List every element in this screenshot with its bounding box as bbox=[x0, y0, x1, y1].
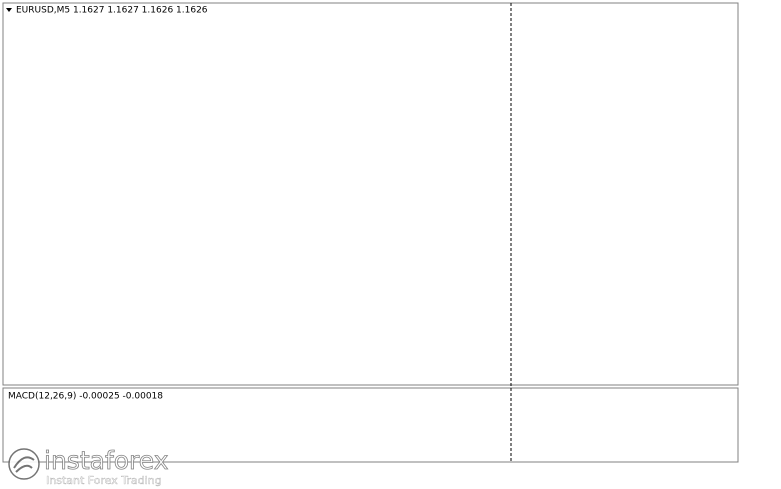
watermark-tagline: Instant Forex Trading bbox=[46, 474, 162, 487]
macd-panel-frame bbox=[2, 387, 739, 463]
chart-title: EURUSD,M5 1.1627 1.1627 1.1626 1.1626 bbox=[16, 6, 208, 16]
watermark-brand: instaforex bbox=[44, 446, 169, 475]
logo-swoosh bbox=[13, 456, 35, 473]
price-panel-frame bbox=[2, 2, 739, 386]
menu-arrow bbox=[6, 8, 12, 12]
logo-icon bbox=[8, 448, 40, 480]
watermark: instaforex Instant Forex Trading bbox=[8, 446, 169, 487]
macd-title: MACD(12,26,9) -0.00025 -0.00018 bbox=[8, 392, 163, 402]
